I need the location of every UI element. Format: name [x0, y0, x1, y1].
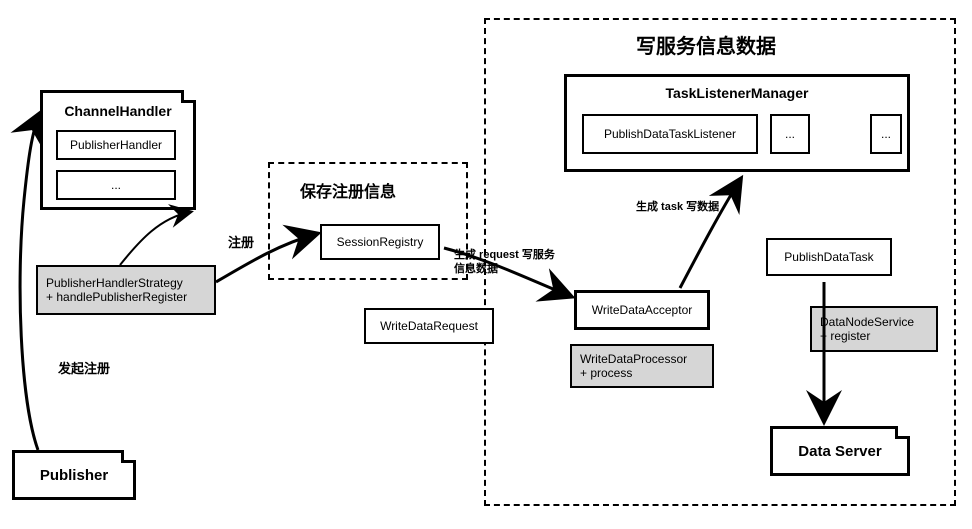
write-data-request-box: WriteDataRequest	[364, 308, 494, 344]
strategy-label: PublisherHandlerStrategy + handlePublish…	[46, 276, 187, 304]
write-service-title: 写服务信息数据	[636, 30, 776, 59]
task-listener-manager-label: TaskListenerManager	[666, 85, 809, 101]
publish-data-task-label: PublishDataTask	[784, 250, 873, 264]
channel-handler-dots-box: ...	[56, 170, 176, 200]
arrow-strategy-to-channelhandler	[120, 212, 190, 265]
write-data-request-label: WriteDataRequest	[380, 319, 478, 333]
publisher-label: Publisher	[40, 467, 108, 484]
save-register-title: 保存注册信息	[300, 178, 396, 202]
data-server-box: Data Server	[770, 426, 910, 476]
tlm-dots1-box: ...	[770, 114, 810, 154]
init-register-label: 发起注册	[58, 358, 110, 377]
register-label: 注册	[228, 232, 254, 251]
publisher-box: Publisher	[12, 450, 136, 500]
channel-handler-dots-label: ...	[111, 178, 121, 192]
publisher-handler-box: PublisherHandler	[56, 130, 176, 160]
tlm-dots2-box: ...	[870, 114, 902, 154]
tlm-dots1-label: ...	[785, 127, 795, 141]
channel-handler-label: ChannelHandler	[64, 103, 171, 119]
write-data-processor-label: WriteDataProcessor + process	[580, 352, 687, 380]
publish-data-task-box: PublishDataTask	[766, 238, 892, 276]
write-data-processor-box: WriteDataProcessor + process	[570, 344, 714, 388]
data-server-label: Data Server	[798, 443, 881, 460]
publish-data-task-listener-label: PublishDataTaskListener	[604, 127, 736, 141]
gen-request-label2: 信息数据	[454, 260, 498, 276]
data-node-service-box: DataNodeService + register	[810, 306, 938, 352]
gen-task-label: 生成 task 写数据	[636, 198, 719, 214]
write-data-acceptor-label: WriteDataAcceptor	[592, 303, 692, 317]
session-registry-label: SessionRegistry	[337, 235, 424, 249]
data-node-service-label: DataNodeService + register	[820, 315, 914, 343]
publisher-handler-label: PublisherHandler	[70, 138, 162, 152]
write-data-acceptor-box: WriteDataAcceptor	[574, 290, 710, 330]
strategy-box: PublisherHandlerStrategy + handlePublish…	[36, 265, 216, 315]
session-registry-box: SessionRegistry	[320, 224, 440, 260]
tlm-dots2-label: ...	[881, 127, 891, 141]
publish-data-task-listener-box: PublishDataTaskListener	[582, 114, 758, 154]
